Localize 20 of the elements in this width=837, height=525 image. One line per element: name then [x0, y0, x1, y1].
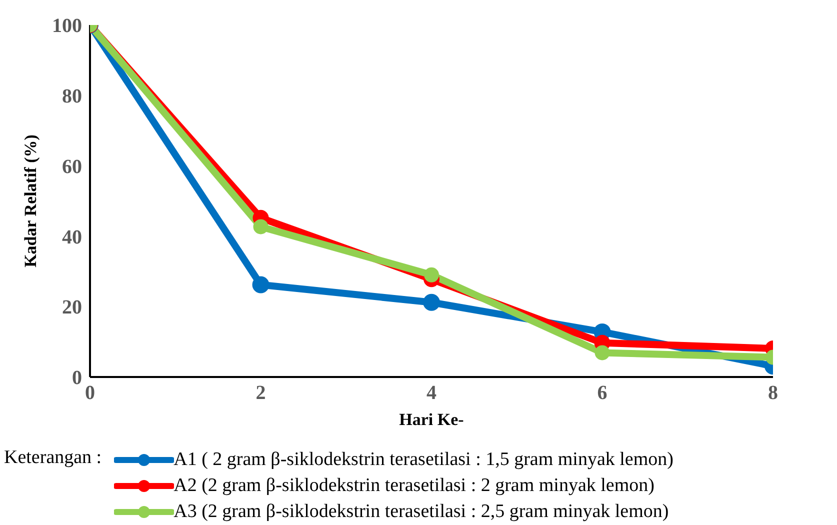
x-axis-title: Hari Ke- [399, 410, 464, 429]
y-tick-label: 20 [62, 296, 82, 319]
legend-label: A1 ( 2 gram β-siklodekstrin terasetilasi : 1,5 gram minyak lemon) [174, 449, 674, 471]
legend-title: Keterangan : [4, 447, 102, 470]
y-tick-label: 60 [62, 156, 82, 178]
legend-label: A2 (2 gram β-siklodekstrin terasetilasi : 2 gram minyak lemon) [174, 475, 654, 497]
y-tick-label: 40 [62, 226, 82, 248]
point [424, 267, 439, 282]
y-tick-label: 80 [62, 86, 82, 108]
legend-label: A3 (2 gram β-siklodekstrin terasetilasi : 2,5 gram minyak lemon) [174, 501, 669, 523]
y-tick-label: 0 [72, 367, 82, 390]
y-axis-title: Kadar Relatif (%) [21, 134, 40, 268]
point [423, 294, 440, 311]
x-tick-label: 8 [768, 382, 778, 404]
x-tick-label: 4 [426, 382, 436, 404]
x-tick-label: 6 [597, 382, 608, 404]
y-tick-label: 100 [52, 15, 82, 38]
x-tick-label: 2 [256, 382, 266, 404]
point [253, 219, 268, 234]
point [252, 276, 270, 294]
